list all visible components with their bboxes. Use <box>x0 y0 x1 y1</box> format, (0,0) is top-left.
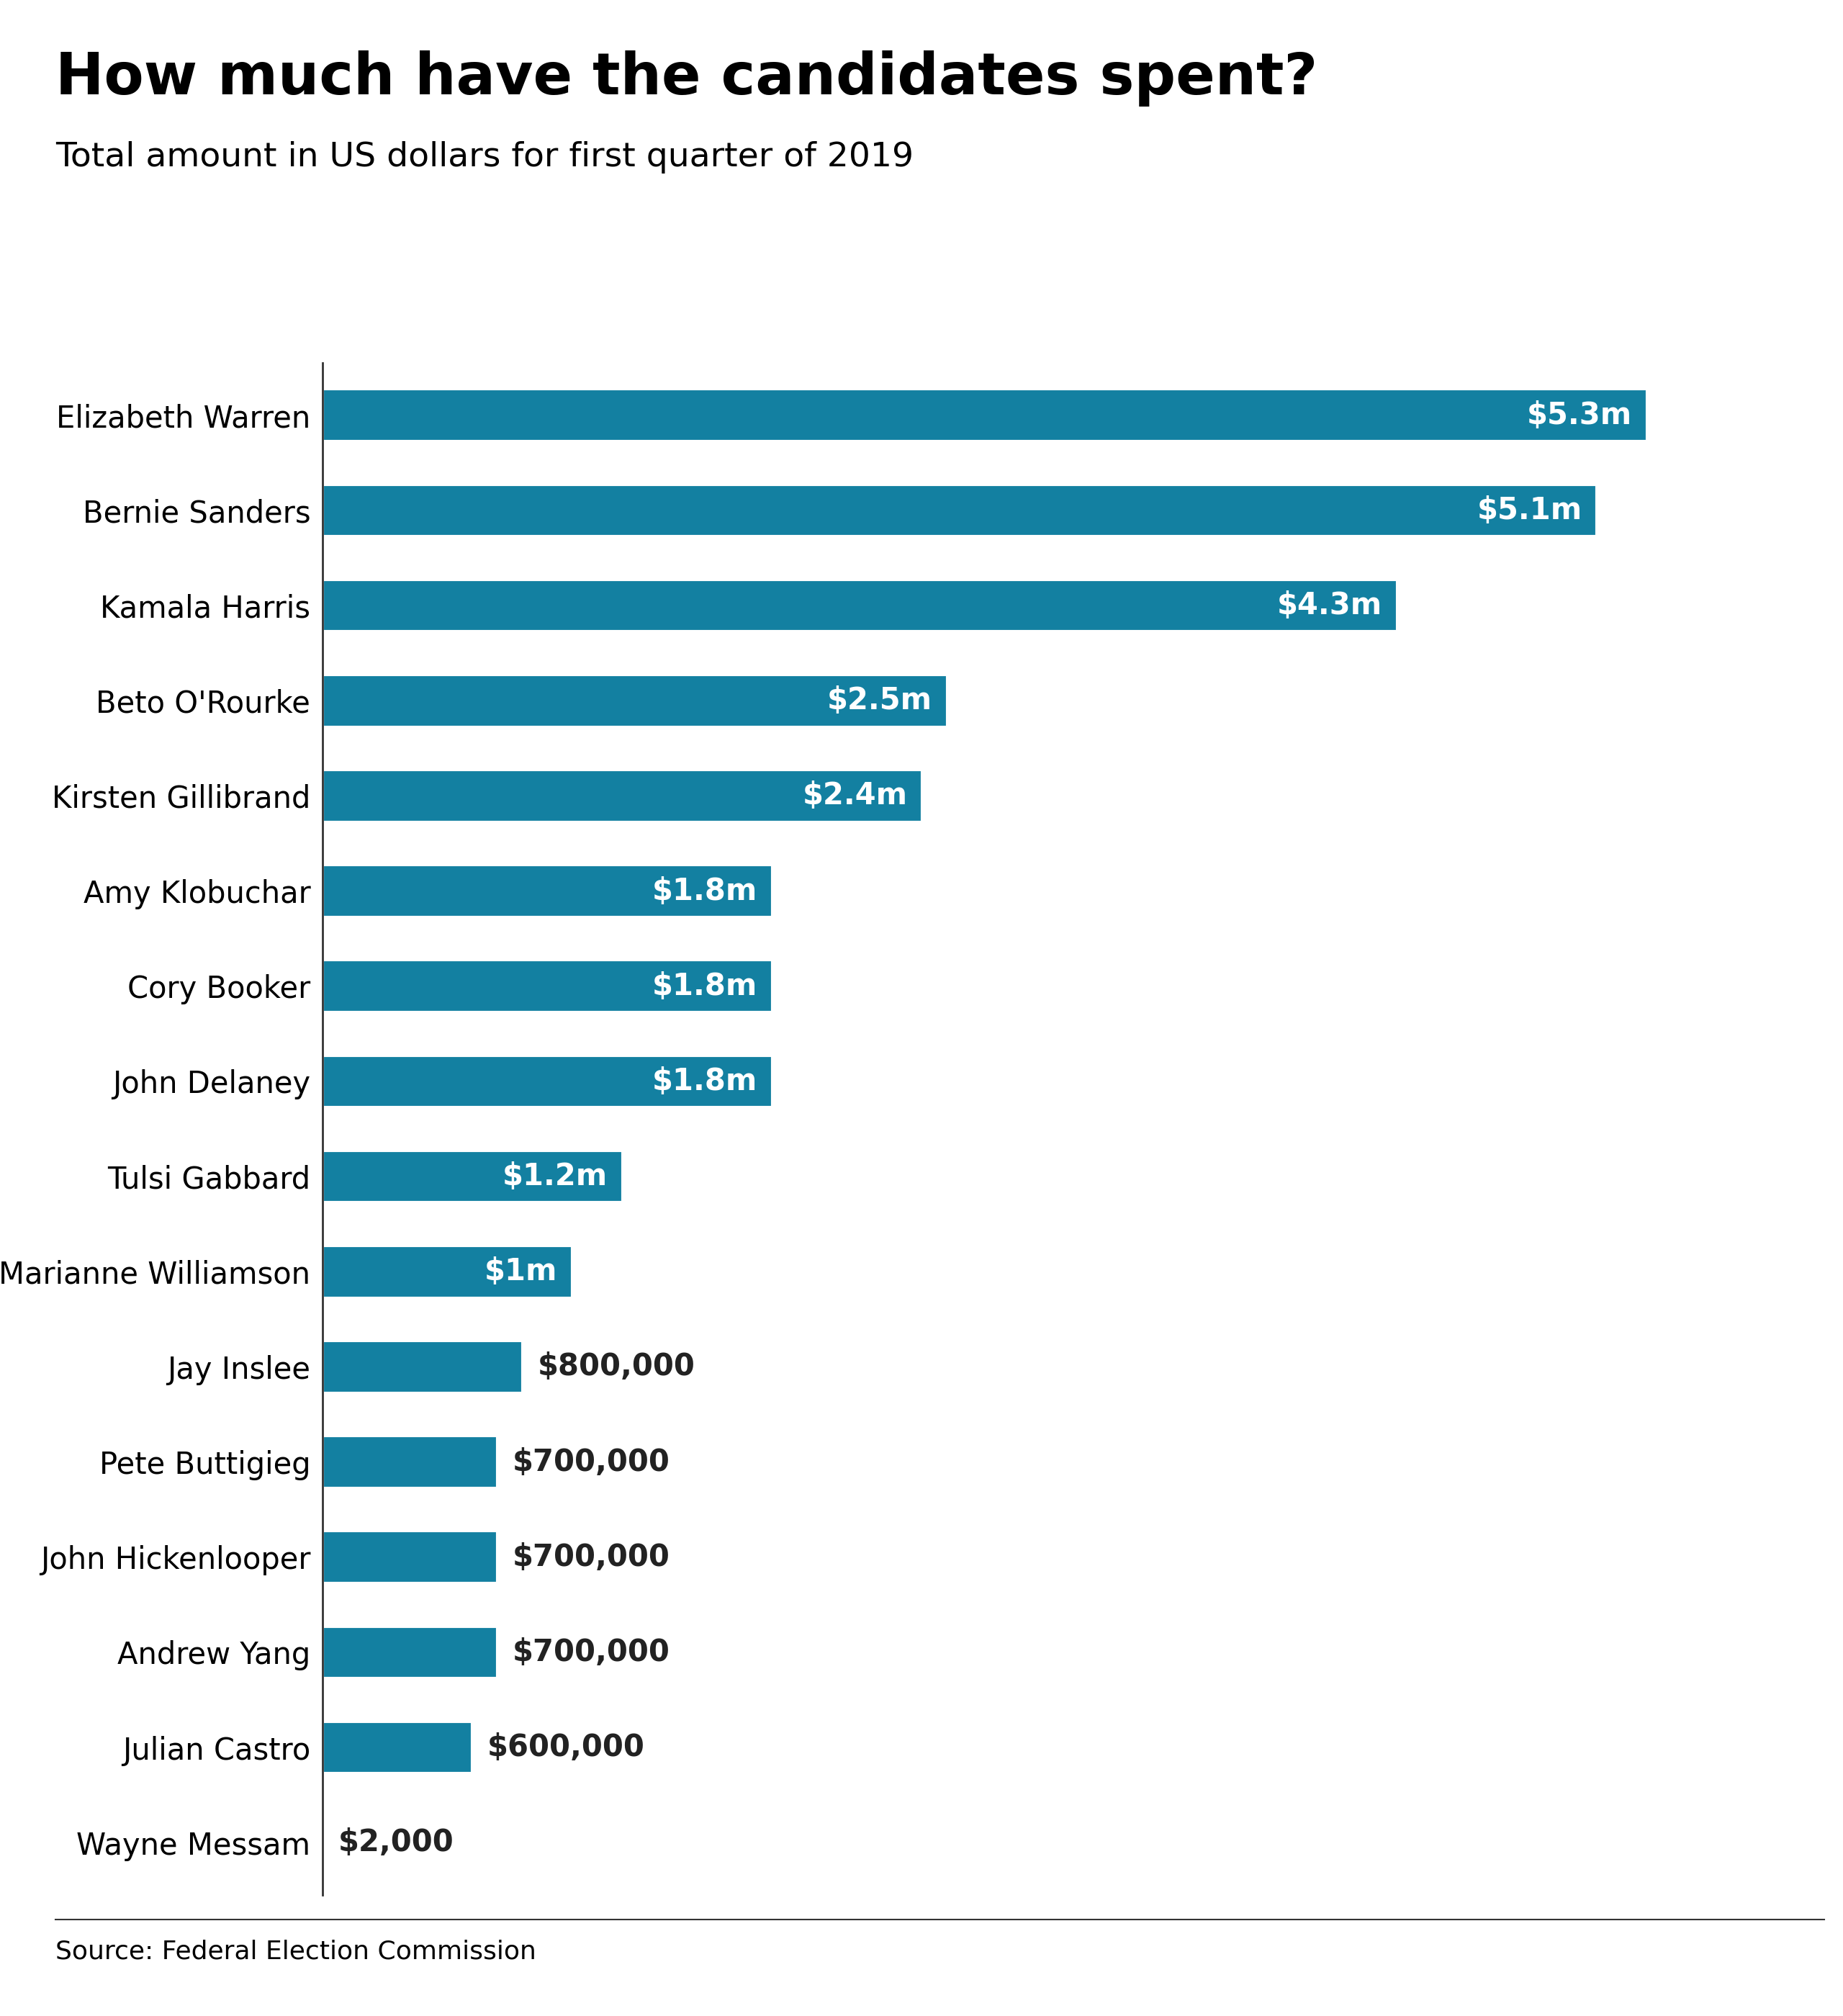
Text: $800,000: $800,000 <box>538 1353 695 1383</box>
Text: $2,000: $2,000 <box>337 1829 453 1859</box>
Text: $700,000: $700,000 <box>512 1447 671 1478</box>
Bar <box>323 1530 498 1583</box>
Bar <box>323 770 922 823</box>
Bar <box>323 960 772 1012</box>
Bar <box>323 484 1598 536</box>
Bar <box>323 1054 772 1107</box>
Text: $600,000: $600,000 <box>487 1732 645 1762</box>
Bar <box>323 675 947 728</box>
Text: $1.2m: $1.2m <box>501 1161 608 1191</box>
Text: Total amount in US dollars for first quarter of 2019: Total amount in US dollars for first qua… <box>55 141 914 173</box>
Bar <box>323 579 1397 631</box>
Text: $5.1m: $5.1m <box>1476 496 1581 526</box>
Bar <box>323 1722 472 1774</box>
Text: $2.5m: $2.5m <box>828 685 933 716</box>
Bar <box>323 1341 522 1393</box>
Text: $4.3m: $4.3m <box>1277 591 1382 621</box>
Text: $1m: $1m <box>485 1256 557 1286</box>
Text: BBC: BBC <box>1672 1956 1729 1980</box>
Bar <box>323 1151 623 1204</box>
Bar <box>323 1435 498 1488</box>
Bar <box>323 1627 498 1679</box>
Text: $1.8m: $1.8m <box>652 972 757 1002</box>
Text: How much have the candidates spent?: How much have the candidates spent? <box>55 50 1318 107</box>
Text: $700,000: $700,000 <box>512 1637 671 1667</box>
Bar <box>323 389 1648 442</box>
Text: $1.8m: $1.8m <box>652 875 757 905</box>
Bar <box>323 865 772 917</box>
Text: $5.3m: $5.3m <box>1526 399 1633 429</box>
Text: Source: Federal Election Commission: Source: Federal Election Commission <box>55 1939 536 1964</box>
Text: $700,000: $700,000 <box>512 1542 671 1572</box>
Text: $2.4m: $2.4m <box>802 780 907 810</box>
Text: $1.8m: $1.8m <box>652 1066 757 1097</box>
Bar <box>323 1246 573 1298</box>
